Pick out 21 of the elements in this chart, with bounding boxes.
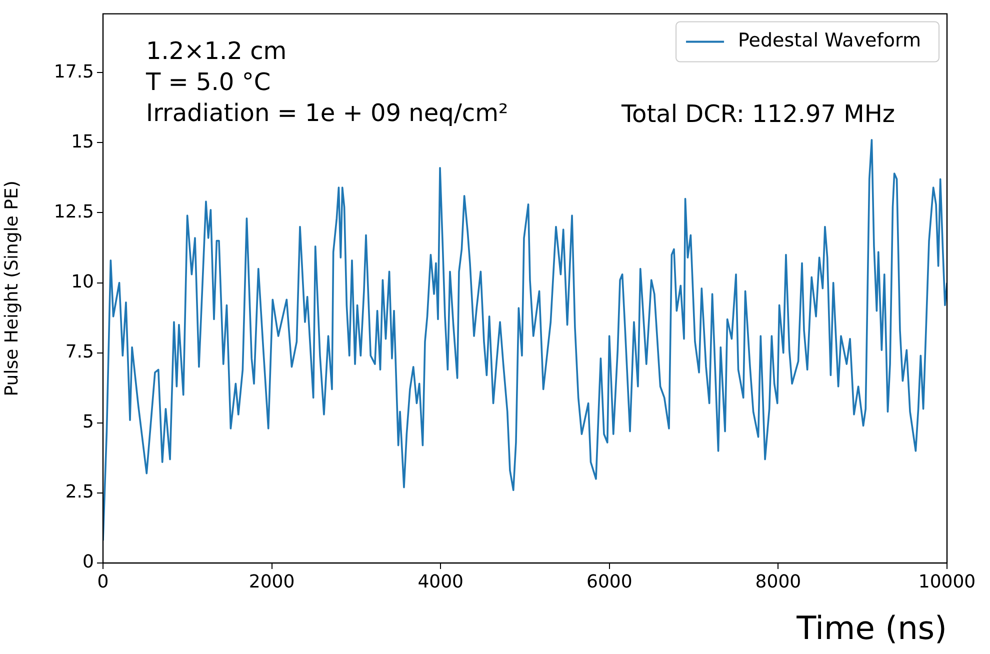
annotation: 1.2×1.2 cm bbox=[146, 36, 287, 65]
x-tick-label: 8000 bbox=[755, 571, 802, 592]
y-axis-title: Pulse Height (Single PE) bbox=[1, 180, 22, 396]
annotation: Irradiation = 1e + 09 neq/cm² bbox=[146, 98, 508, 127]
x-tick-label: 0 bbox=[97, 571, 109, 592]
annotation: T = 5.0 °C bbox=[145, 68, 271, 96]
y-tick-label: 10 bbox=[71, 271, 94, 292]
x-tick-label: 2000 bbox=[248, 571, 295, 592]
y-tick-label: 5 bbox=[82, 412, 94, 433]
x-axis-title: Time (ns) bbox=[796, 609, 947, 648]
x-tick-label: 4000 bbox=[418, 571, 464, 592]
y-tick-label: 15 bbox=[71, 131, 94, 152]
y-tick-label: 17.5 bbox=[54, 61, 94, 82]
y-tick-label: 0 bbox=[82, 552, 94, 573]
x-tick-label: 6000 bbox=[586, 571, 632, 592]
y-tick-label: 7.5 bbox=[65, 342, 94, 363]
annotation: Total DCR: 112.97 MHz bbox=[620, 100, 895, 128]
y-tick-label: 2.5 bbox=[65, 482, 94, 503]
legend-label: Pedestal Waveform bbox=[738, 30, 922, 52]
y-tick-label: 12.5 bbox=[54, 201, 94, 222]
x-tick-label: 10000 bbox=[918, 571, 976, 592]
